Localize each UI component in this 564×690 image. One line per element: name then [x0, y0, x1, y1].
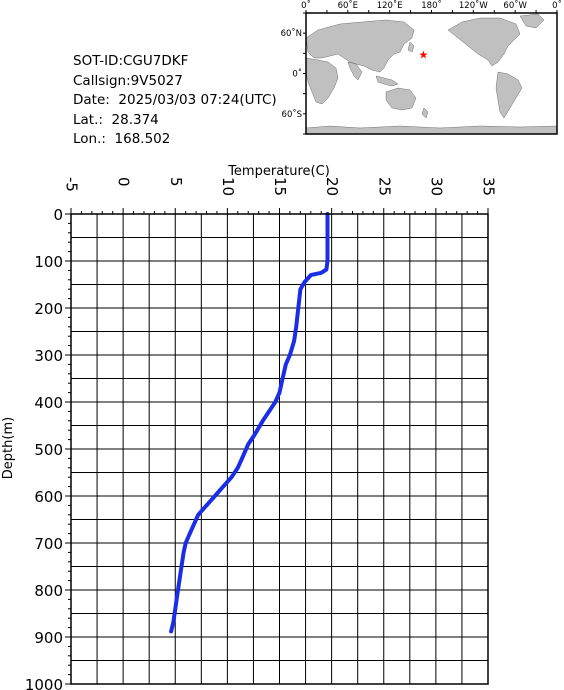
land-india	[347, 61, 363, 81]
map-lon-label: 120˚E	[377, 0, 403, 11]
land-north-america	[447, 17, 521, 67]
map-labels: 0˚ 60˚E 120˚E 180˚ 120˚W 60˚W 0˚ 60˚N 0˚ 60˚S	[281, 0, 562, 120]
map-lon-label: 0˚	[301, 0, 311, 11]
land-africa	[305, 57, 339, 105]
map-lon-label: 60˚E	[338, 0, 358, 11]
land-new-zealand	[421, 107, 429, 119]
land-greenland	[519, 13, 545, 29]
sot-id-label: SOT-ID:CGU7DKF	[73, 53, 189, 69]
land-south-america	[495, 71, 523, 119]
map-lon-label: 60˚W	[503, 0, 527, 11]
y-tick-label: 300	[34, 347, 63, 365]
x-tick-label: 5	[167, 177, 185, 187]
y-axis-title: Depth(m)	[1, 417, 16, 479]
x-tick-label: 30	[427, 177, 445, 196]
y-tick-label: 900	[34, 629, 63, 647]
map-lon-label: 120˚W	[459, 0, 488, 11]
temperature-profile-line	[169, 212, 330, 634]
y-tick-label: 800	[34, 582, 63, 600]
x-tick-labels: -5 0 5 10 15 20 25 30 35	[63, 177, 498, 196]
x-tick-label: 20	[323, 177, 341, 196]
x-tick-label: 35	[480, 177, 498, 196]
latitude-label: Lat.: 28.374	[73, 111, 159, 128]
longitude-label: Lon.: 168.502	[73, 131, 171, 147]
y-tick-label: 600	[34, 488, 63, 506]
y-tick-labels: 0 100 200 300 400 500 600 700 800 900 1000	[25, 206, 63, 690]
map-lon-label: 180˚	[421, 0, 441, 11]
y-tick-label: 1000	[25, 676, 63, 690]
land-australia	[385, 87, 417, 111]
map-lon-label: 0˚	[552, 0, 562, 11]
map-lat-label: 60˚N	[281, 28, 302, 39]
land-eurasia	[305, 19, 415, 73]
date-label: Date: 2025/03/03 07:24(UTC)	[73, 92, 277, 108]
x-tick-label: 15	[271, 177, 289, 196]
map-land	[305, 13, 558, 135]
x-tick-label: 0	[115, 177, 133, 187]
y-tick-label: 200	[34, 300, 63, 318]
callsign-label: Callsign:9V5027	[73, 72, 183, 89]
location-map: 0˚ 60˚E 120˚E 180˚ 120˚W 60˚W 0˚ 60˚N 0˚ 60˚S ★	[281, 0, 562, 135]
map-lat-label: 60˚S	[282, 109, 302, 120]
land-indonesia	[375, 75, 399, 87]
y-tick-label: 500	[34, 441, 63, 459]
x-tick-label: 25	[375, 177, 393, 196]
plot-frame	[70, 213, 489, 685]
y-tick-label: 0	[53, 206, 63, 224]
y-tick-label: 400	[34, 394, 63, 412]
map-lat-label: 0˚	[292, 69, 302, 80]
x-axis-title: Temperature(C)	[227, 164, 330, 179]
x-tick-label: -5	[63, 177, 81, 192]
location-marker: ★	[419, 48, 429, 61]
y-tick-label: 700	[34, 535, 63, 553]
chart-ticks	[65, 208, 489, 685]
map-frame	[303, 10, 558, 135]
land-japan	[407, 41, 415, 53]
y-tick-label: 100	[34, 253, 63, 271]
profile-info: SOT-ID:CGU7DKF Callsign:9V5027 Date: 202…	[73, 52, 277, 150]
chart-grid	[70, 213, 489, 685]
x-tick-label: 10	[219, 177, 237, 196]
